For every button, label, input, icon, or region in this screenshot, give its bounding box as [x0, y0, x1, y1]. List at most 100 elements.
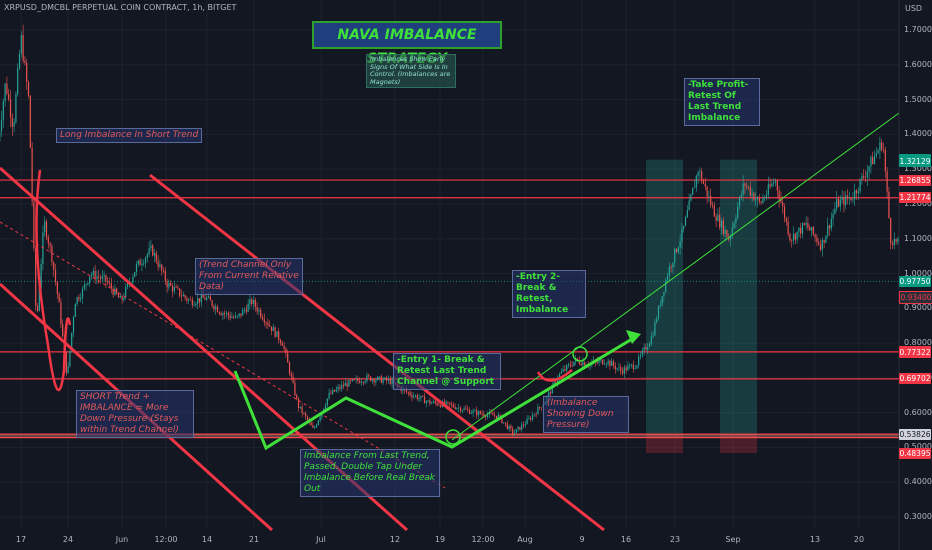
candle-body	[636, 365, 638, 368]
candle-body	[98, 276, 100, 278]
candle-body	[742, 183, 744, 195]
candle-body	[677, 247, 679, 253]
candle-body	[452, 404, 454, 408]
candle-body	[605, 363, 607, 365]
candle-body	[164, 271, 166, 282]
candle-body	[328, 392, 330, 399]
x-tick-label: 13	[809, 535, 821, 544]
candle-body	[537, 406, 539, 415]
candle-body	[560, 371, 562, 374]
annotation-imbalance-pressure: (Imbalance Showing Down Pressure)	[543, 396, 629, 433]
candle-body	[290, 373, 292, 377]
candle-body	[306, 416, 309, 421]
candle-body	[193, 304, 195, 306]
candle-body	[530, 418, 532, 420]
candle-body	[191, 299, 193, 306]
candle-body	[796, 231, 798, 240]
candle-body	[386, 377, 388, 381]
candle-body	[108, 282, 111, 284]
candle-body	[558, 373, 561, 380]
candle-body	[47, 237, 49, 244]
candle-body	[83, 284, 85, 289]
x-tick-label: 9	[579, 535, 585, 544]
candle-body	[816, 237, 818, 243]
candle-body	[468, 409, 471, 414]
candle-body	[33, 201, 35, 249]
candle-body	[800, 227, 802, 234]
x-tick-label: 17	[15, 535, 27, 544]
position-zones	[646, 159, 757, 454]
candle-body	[71, 332, 73, 351]
projected-path-arrow	[233, 334, 638, 451]
candle-body	[422, 395, 424, 397]
candle-body	[69, 350, 71, 367]
candle-body	[350, 380, 352, 381]
candle-body	[45, 221, 48, 238]
candle-body	[584, 362, 586, 366]
candle-body	[186, 297, 188, 301]
candle-body	[690, 194, 692, 201]
candle-body	[288, 362, 291, 374]
candle-body	[686, 210, 688, 218]
candle-body	[760, 201, 762, 203]
symbol-header: XRPUSD_DMCBL PERPETUAL COIN CONTRACT, 1h…	[4, 3, 237, 12]
candle-body	[247, 303, 249, 312]
candle-body	[837, 198, 840, 207]
candle-body	[81, 288, 84, 298]
candle-body	[731, 227, 733, 236]
candle-body	[789, 233, 791, 241]
candle-body	[632, 364, 634, 369]
candle-body	[281, 343, 283, 346]
candle-body	[22, 35, 24, 61]
candle-body	[519, 426, 521, 430]
x-tick-label: Sep	[725, 535, 741, 544]
candle-body	[476, 410, 478, 416]
candle-body	[472, 410, 474, 413]
candle-body	[137, 260, 139, 265]
price-tag: 0.97750	[899, 275, 931, 287]
candle-body	[330, 392, 332, 394]
candle-body	[612, 361, 615, 366]
candle-body	[67, 366, 69, 374]
candle-body	[8, 93, 10, 100]
candle-body	[384, 377, 386, 380]
candle-body	[888, 191, 890, 219]
x-tick-label: 23	[669, 535, 681, 544]
candle-body	[303, 413, 305, 415]
candle-body	[794, 233, 796, 240]
candle-body	[492, 413, 494, 416]
candle-body	[771, 183, 773, 187]
candle-body	[258, 310, 260, 312]
candle-body	[706, 186, 708, 197]
x-tick-label: 16	[620, 535, 632, 544]
annotation-imbalance-last-trend: Imbalance From Last Trend, Passed. Doubl…	[300, 449, 440, 497]
candle-body	[549, 392, 552, 394]
candle-body	[701, 171, 703, 182]
candle-body	[240, 313, 242, 316]
candle-body	[679, 241, 681, 248]
candle-body	[382, 379, 384, 383]
candle-body	[342, 384, 345, 386]
candle-body	[416, 395, 418, 400]
candle-body	[332, 389, 334, 394]
candle-body	[189, 299, 192, 301]
candle-body	[643, 347, 645, 351]
candle-body	[477, 411, 480, 416]
candle-body	[355, 378, 357, 380]
candle-body	[737, 207, 739, 218]
candle-body	[211, 300, 213, 306]
candle-body	[810, 227, 813, 231]
price-tag: 0.93400	[899, 290, 932, 304]
candle-body	[143, 263, 145, 265]
x-tick-label: Aug	[517, 535, 533, 544]
candle-body	[665, 280, 667, 293]
x-tick-label: Jun	[115, 535, 129, 544]
entry1-circle	[445, 429, 461, 445]
candle-body	[861, 176, 863, 180]
candle-body	[72, 317, 75, 333]
candle-body	[357, 378, 359, 381]
candle-body	[623, 367, 625, 374]
candle-body	[6, 83, 8, 94]
candle-body	[152, 245, 154, 256]
